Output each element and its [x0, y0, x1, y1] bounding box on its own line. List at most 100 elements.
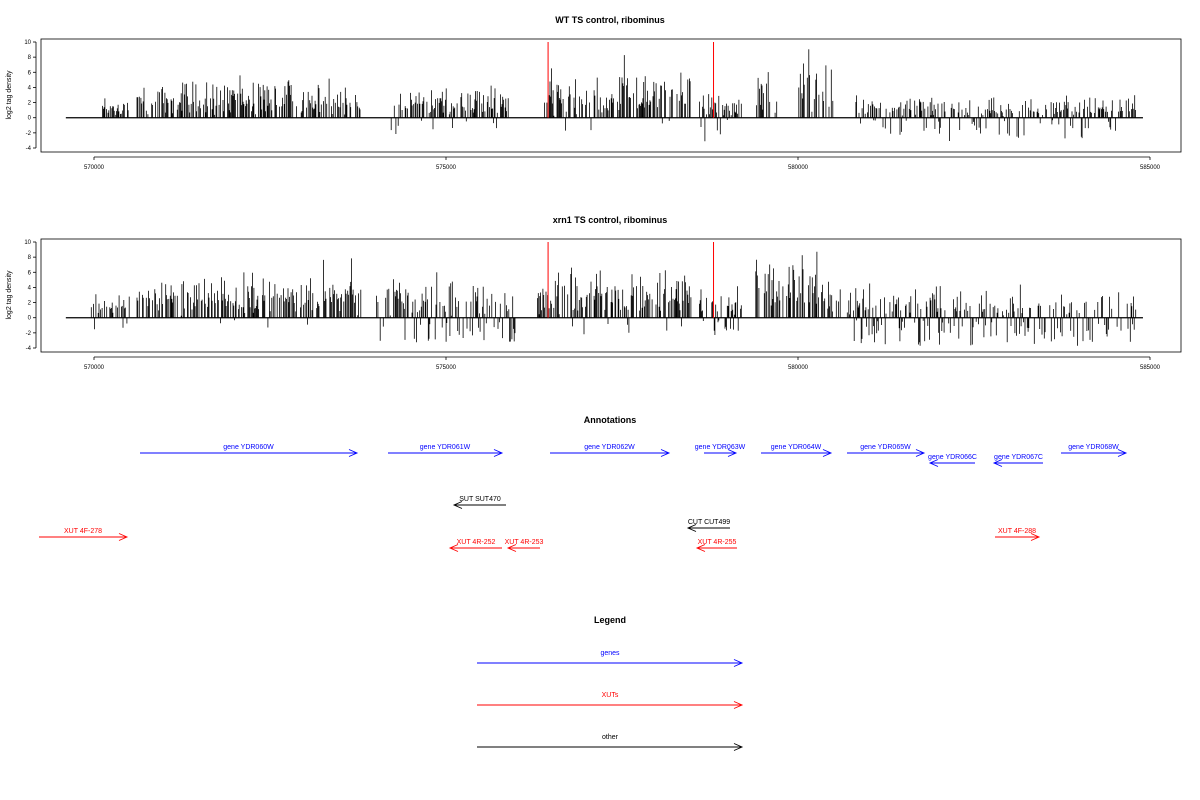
arrow-head: [452, 501, 463, 509]
plot-frame: [40, 38, 1182, 153]
annotation-arrows: gene YDR060W gene YDR061W gene YDR062W gene…: [39, 444, 1128, 552]
annotation-label: XUT 4F-288: [998, 528, 1036, 535]
y-tick-label: 6: [28, 70, 32, 76]
annotation-label: gene YDR062W: [584, 444, 635, 451]
y-tick-label: 6: [28, 270, 32, 276]
x-tick-label: 575000: [436, 165, 457, 171]
annotation-arrow: gene YDR062W: [550, 444, 671, 457]
annotation-arrow: XUT 4F-278: [39, 528, 129, 541]
annotation-label: gene YDR063W: [695, 444, 746, 451]
x-tick-label: 570000: [84, 165, 105, 171]
arrow-head: [992, 459, 1003, 467]
legend-label: genes: [600, 650, 620, 657]
arrow-head: [1030, 533, 1041, 541]
annotation-arrow: gene YDR065W: [847, 444, 926, 457]
legend-label: XUTs: [602, 692, 619, 699]
y-tick-label: 0: [28, 116, 32, 122]
arrow-head: [822, 449, 833, 457]
y-tick-label: 4: [28, 85, 32, 91]
legend-panel: Legend genes XUTs other: [477, 615, 744, 751]
arrow-head: [493, 449, 504, 457]
annotation-label: gene YDR066C: [928, 454, 977, 461]
arrow-head: [506, 544, 517, 552]
annotation-arrow: gene YDR063W: [695, 444, 746, 457]
arrow-head: [915, 449, 926, 457]
annotation-label: gene YDR065W: [860, 444, 911, 451]
annotation-label: gene YDR067C: [994, 454, 1043, 461]
bar-series: [90, 251, 1137, 346]
annotations-panel: Annotations gene YDR060W gene YDR061W gene…: [39, 415, 1128, 552]
y-axis: -4 -2 0 2 4 6 8 10: [24, 40, 37, 152]
y-axis: -4 -2 0 2 4 6 8 10: [24, 240, 37, 352]
annotation-arrow: SUT SUT470: [452, 496, 506, 509]
arrow-head: [686, 524, 697, 532]
arrow-head: [733, 701, 744, 709]
x-tick-label: 570000: [84, 365, 105, 371]
x-tick-label: 585000: [1140, 365, 1161, 371]
y-tick-label: 0: [28, 316, 32, 322]
arrow-head: [348, 449, 359, 457]
y-axis-label: log2 tag density: [6, 270, 13, 320]
y-tick-label: 4: [28, 285, 32, 291]
annotation-arrow: gene YDR067C: [992, 454, 1043, 467]
annotation-arrow: gene YDR064W: [761, 444, 833, 457]
annotations-title: Annotations: [584, 415, 637, 425]
x-axis: 570000 575000 580000 585000: [84, 356, 1161, 371]
marker-lines: [547, 242, 715, 318]
legend-arrow: XUTs: [477, 692, 744, 709]
arrow-head: [448, 544, 459, 552]
arrow-head: [660, 449, 671, 457]
arrow-head: [118, 533, 129, 541]
x-tick-label: 575000: [436, 365, 457, 371]
panel-wt-track: WT TS control, ribominus log2 tag densit…: [6, 15, 1182, 171]
x-tick-label: 585000: [1140, 165, 1161, 171]
legend-arrow: genes: [477, 650, 744, 667]
legend-label: other: [602, 734, 619, 741]
x-axis: 570000 575000 580000 585000: [84, 156, 1161, 171]
x-tick-label: 580000: [788, 165, 809, 171]
y-tick-label: -2: [26, 131, 32, 137]
annotation-arrow: gene YDR060W: [140, 444, 359, 457]
annotation-arrow: CUT CUT499: [686, 519, 730, 532]
panel-title: WT TS control, ribominus: [555, 15, 665, 25]
y-tick-label: 8: [28, 255, 32, 261]
arrow-head: [695, 544, 706, 552]
annotation-label: gene YDR064W: [771, 444, 822, 451]
annotation-arrow: XUT 4R-253: [505, 539, 544, 552]
y-tick-label: 8: [28, 55, 32, 61]
panel-xrn1-track: xrn1 TS control, ribominus log2 tag dens…: [6, 215, 1182, 371]
marker-lines: [547, 42, 715, 118]
annotation-label: XUT 4F-278: [64, 528, 102, 535]
y-tick-label: 10: [24, 240, 31, 246]
annotation-label: SUT SUT470: [459, 496, 501, 503]
annotation-arrow: XUT 4F-288: [995, 528, 1041, 541]
arrow-head: [733, 743, 744, 751]
annotation-arrow: XUT 4R-252: [448, 539, 502, 552]
plot-frame: [40, 238, 1182, 353]
arrow-head: [1117, 449, 1128, 457]
annotation-label: XUT 4R-252: [457, 539, 496, 546]
legend-arrows: genes XUTs other: [477, 650, 744, 751]
arrow-head: [733, 659, 744, 667]
annotation-label: gene YDR061W: [420, 444, 471, 451]
y-tick-label: -4: [26, 146, 32, 152]
annotation-arrow: gene YDR066C: [928, 454, 977, 467]
y-tick-label: -4: [26, 346, 32, 352]
annotation-arrow: XUT 4R-255: [695, 539, 737, 552]
y-tick-label: 2: [28, 101, 32, 107]
panel-title: xrn1 TS control, ribominus: [553, 215, 668, 225]
legend-arrow: other: [477, 734, 744, 751]
legend-title: Legend: [594, 615, 626, 625]
y-tick-label: -2: [26, 331, 32, 337]
annotation-label: gene YDR060W: [223, 444, 274, 451]
annotation-label: XUT 4R-253: [505, 539, 544, 546]
arrow-head: [727, 449, 738, 457]
arrow-head: [928, 459, 939, 467]
annotation-arrow: gene YDR068W: [1061, 444, 1128, 457]
x-tick-label: 580000: [788, 365, 809, 371]
y-axis-label: log2 tag density: [6, 70, 13, 120]
annotation-label: CUT CUT499: [688, 519, 730, 526]
annotation-arrow: gene YDR061W: [388, 444, 504, 457]
y-tick-label: 10: [24, 40, 31, 46]
